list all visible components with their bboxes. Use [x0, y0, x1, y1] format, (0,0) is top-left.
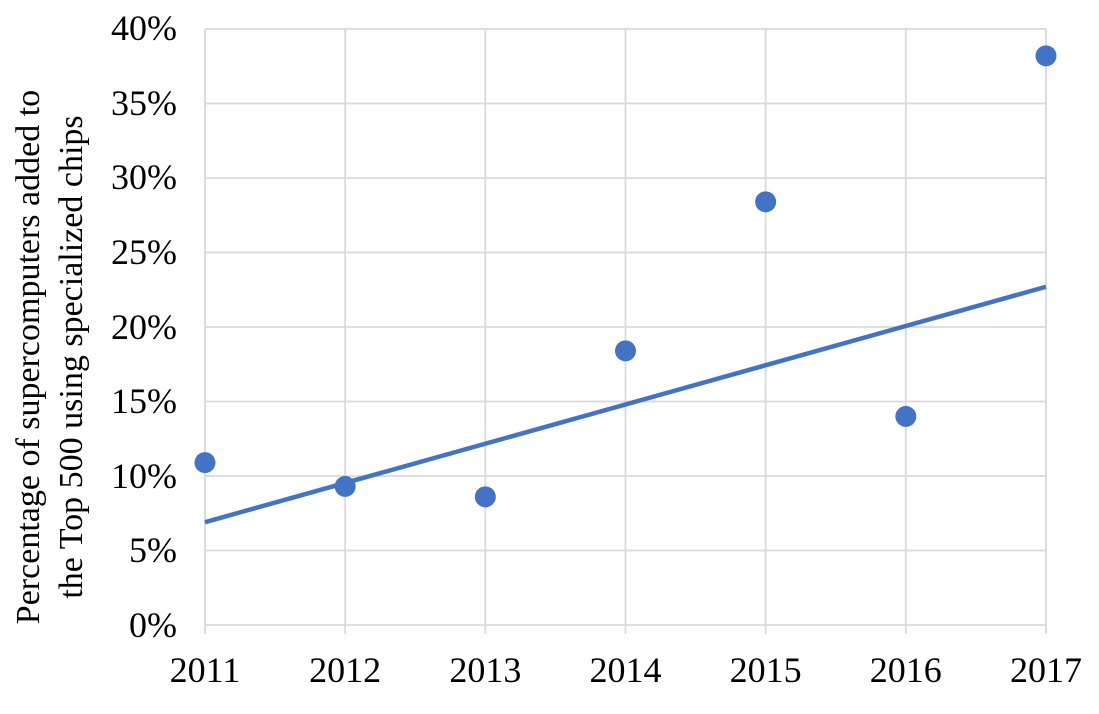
y-tick-label-30: 30% [111, 157, 177, 198]
y-tick-label-40: 40% [111, 8, 177, 48]
y-tick-label-5: 5% [129, 530, 177, 571]
y-tick-label-20: 20% [111, 306, 177, 347]
y-tick-label-0: 0% [129, 605, 177, 645]
y-tick-label-35: 35% [111, 82, 177, 123]
data-point-2014 [615, 340, 636, 362]
data-point-2016 [895, 405, 917, 427]
y-axis-tick-labels: 40% 35% 30% 25% 20% 15% 10% 5% 0% [0, 7, 177, 647]
x-tick-label-2015: 2015 [729, 650, 802, 690]
data-point-2017 [1035, 45, 1057, 67]
x-tick-label-2016: 2016 [869, 650, 942, 690]
y-tick-label-15: 15% [111, 381, 177, 422]
x-tick-label-2014: 2014 [589, 650, 662, 690]
data-point-2012 [334, 475, 356, 497]
x-tick-label-2012: 2012 [309, 650, 382, 690]
y-tick-label-10: 10% [111, 455, 177, 496]
data-point-2011 [194, 452, 216, 474]
data-point-2015 [755, 191, 777, 213]
x-tick-label-2013: 2013 [449, 650, 522, 690]
x-axis-tick-labels: 2011 2012 2013 2014 2015 2016 2017 [155, 649, 1096, 692]
y-tick-label-25: 25% [111, 231, 177, 272]
x-tick-label-2017: 2017 [1009, 650, 1082, 690]
data-point-2013 [474, 486, 496, 508]
x-tick-label-2011: 2011 [169, 650, 241, 690]
